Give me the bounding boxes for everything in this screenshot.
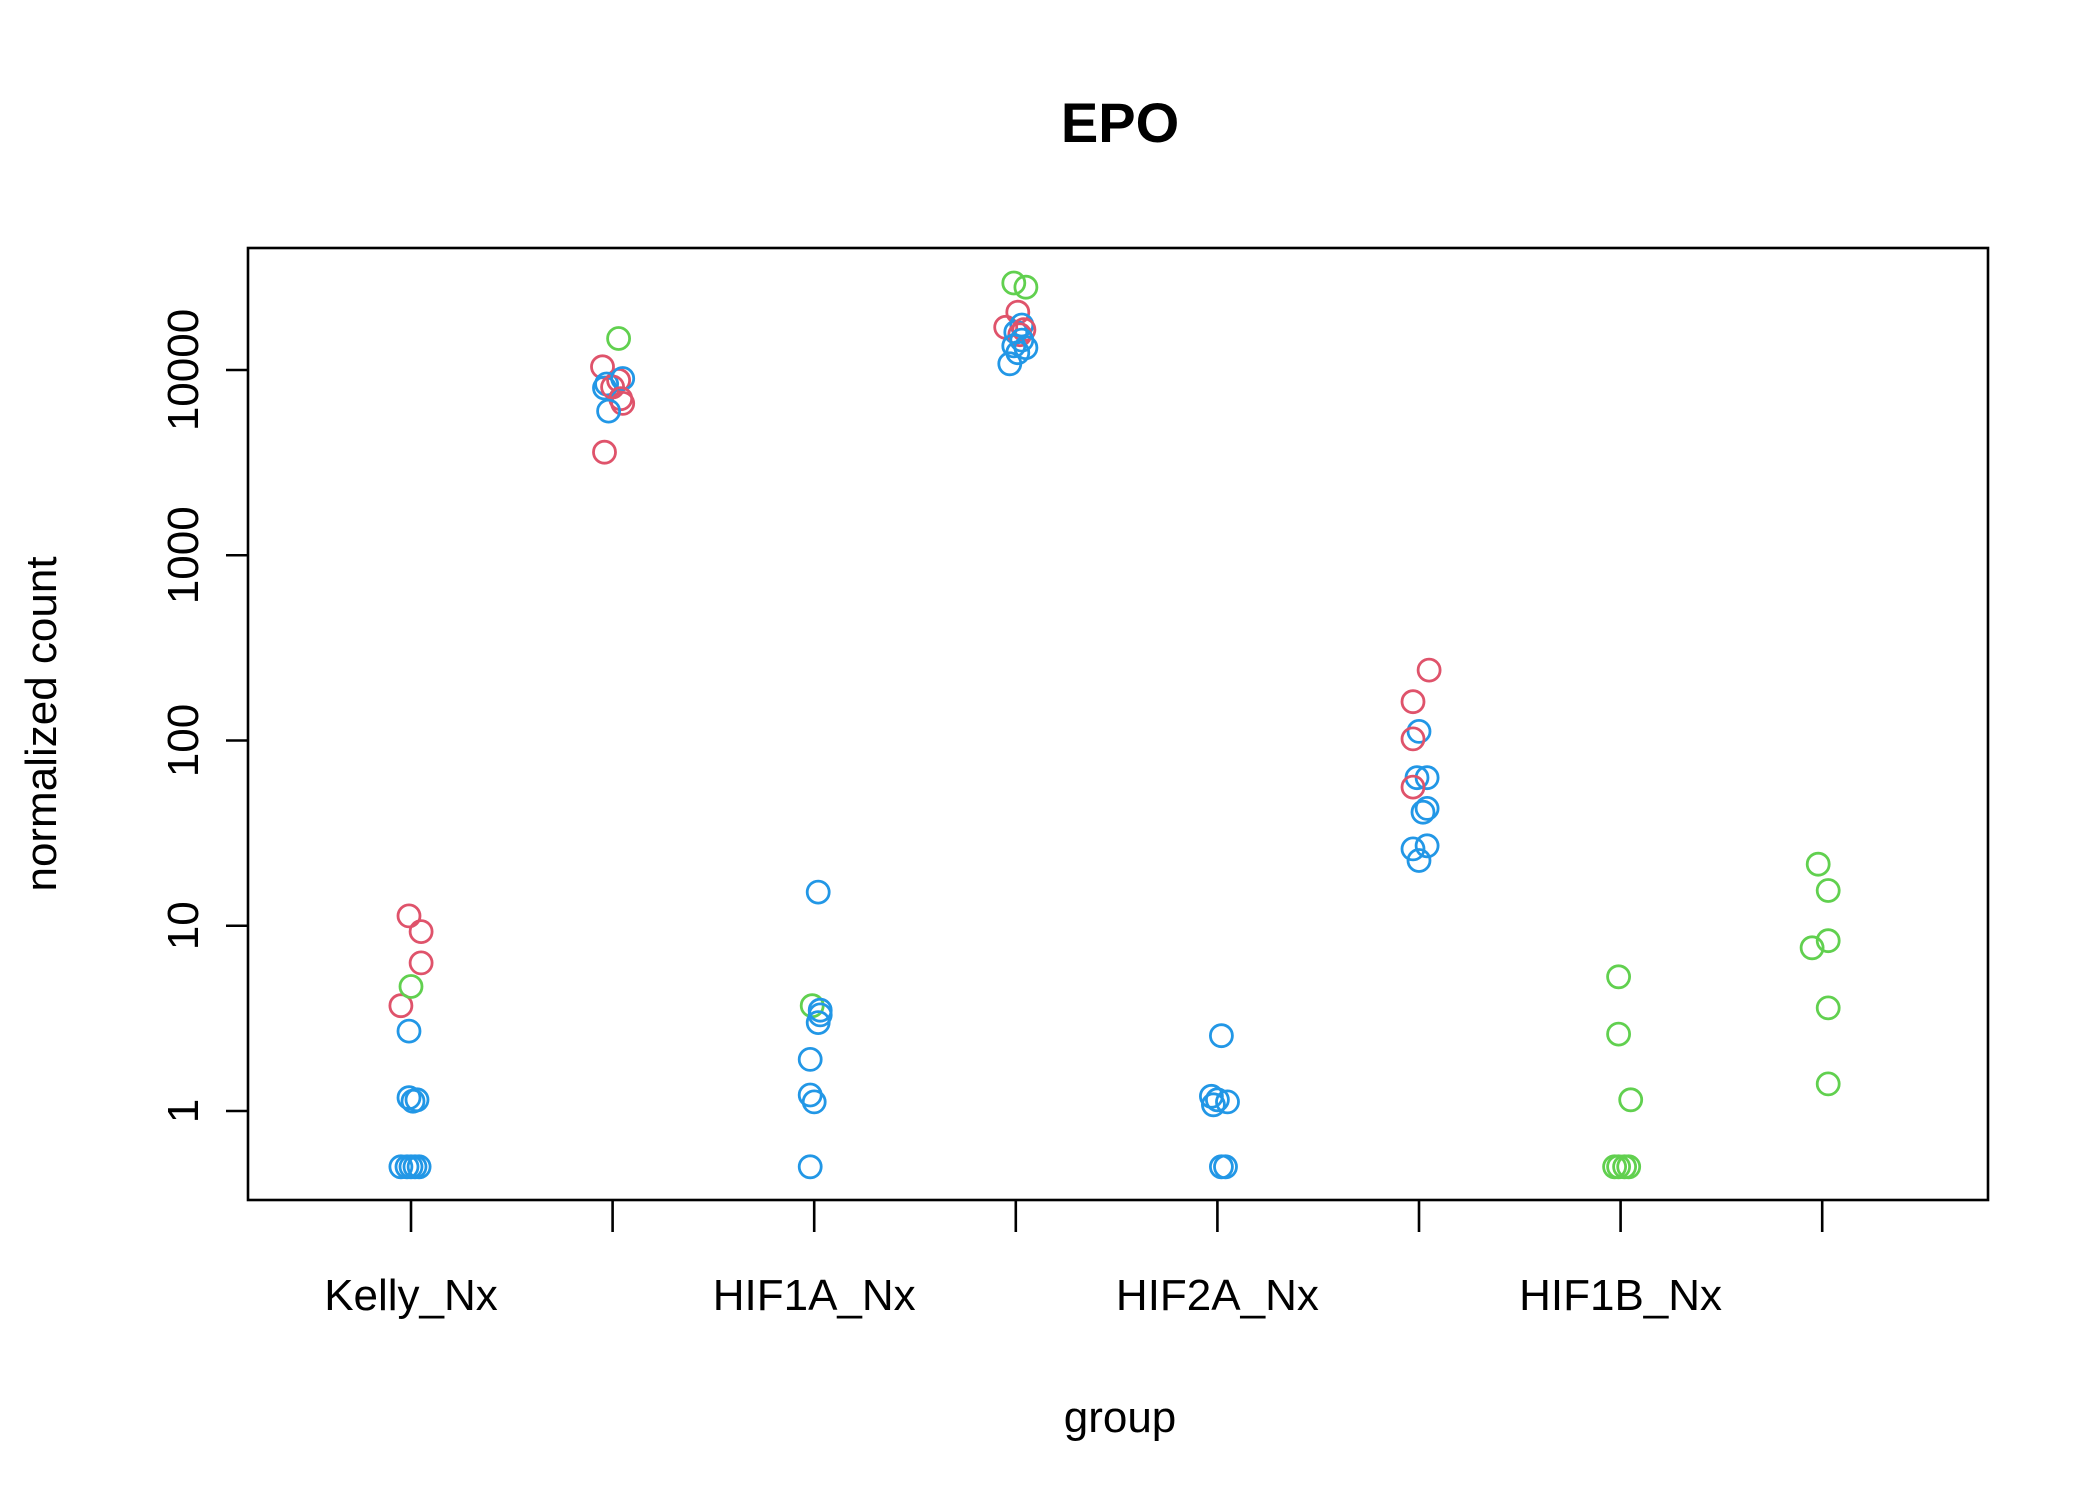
data-point — [408, 919, 434, 944]
data-point — [1618, 1087, 1644, 1113]
data-point — [1616, 1154, 1642, 1180]
data-point — [388, 993, 414, 1019]
data-point — [396, 1018, 422, 1044]
data-point — [1400, 774, 1426, 800]
data-point — [801, 1089, 827, 1115]
data-point — [606, 326, 631, 351]
y-tick-label: 100 — [159, 704, 208, 777]
data-point — [1406, 719, 1432, 744]
data-point — [1410, 799, 1436, 825]
y-tick-label: 1 — [159, 1099, 208, 1123]
data-point — [404, 1087, 430, 1113]
data-point — [1400, 836, 1426, 862]
data-point — [396, 903, 422, 929]
data-point — [1606, 1154, 1631, 1180]
data-point — [997, 351, 1023, 377]
data-point — [1400, 689, 1426, 715]
data-point — [1799, 935, 1825, 961]
x-axis-label: group — [1064, 1393, 1177, 1442]
data-point — [1805, 851, 1831, 877]
data-points — [388, 270, 1841, 1180]
data-point — [797, 1154, 823, 1180]
data-point — [610, 390, 636, 416]
data-point — [1209, 1023, 1234, 1049]
x-tick-label: Kelly_Nx — [324, 1271, 498, 1320]
data-point — [1400, 726, 1426, 752]
chart-title: EPO — [1061, 91, 1179, 154]
data-point — [1606, 1021, 1631, 1047]
y-tick-label: 10000 — [159, 309, 208, 431]
data-point — [610, 366, 636, 391]
data-point — [1013, 274, 1039, 300]
data-point — [1815, 995, 1841, 1021]
y-tick-label: 1000 — [159, 506, 208, 604]
data-point — [1414, 796, 1440, 821]
data-point — [388, 1154, 414, 1180]
data-point — [1001, 270, 1027, 296]
plot-frame — [246, 246, 1990, 1202]
data-point — [1406, 848, 1432, 873]
data-point — [1416, 657, 1442, 683]
data-point — [805, 879, 831, 905]
data-point — [1213, 1154, 1238, 1180]
x-axis: Kelly_Nx HIF1A_Nx HIF2A_Nx HIF1B_Nx — [324, 1200, 1824, 1320]
data-point — [1815, 878, 1841, 903]
data-point — [1815, 1071, 1841, 1097]
x-tick-label: HIF1A_Nx — [713, 1271, 916, 1320]
data-point — [596, 398, 621, 424]
y-axis: 1 10 100 1000 10000 — [159, 309, 248, 1123]
data-point — [592, 439, 617, 465]
data-point — [408, 950, 434, 976]
data-point — [1606, 964, 1631, 990]
data-point — [1201, 1092, 1226, 1118]
y-axis-label: normalized count — [17, 556, 66, 891]
data-point — [1215, 1089, 1240, 1115]
data-point — [1414, 833, 1440, 859]
data-point — [1815, 928, 1841, 954]
data-point — [406, 1154, 432, 1180]
data-point — [398, 974, 424, 999]
x-tick-label: HIF1B_Nx — [1519, 1271, 1722, 1320]
y-tick-label: 10 — [159, 901, 208, 950]
data-point — [797, 1047, 823, 1072]
data-point — [805, 1010, 831, 1035]
x-tick-label: HIF2A_Nx — [1116, 1271, 1319, 1320]
data-point — [1205, 1087, 1230, 1113]
